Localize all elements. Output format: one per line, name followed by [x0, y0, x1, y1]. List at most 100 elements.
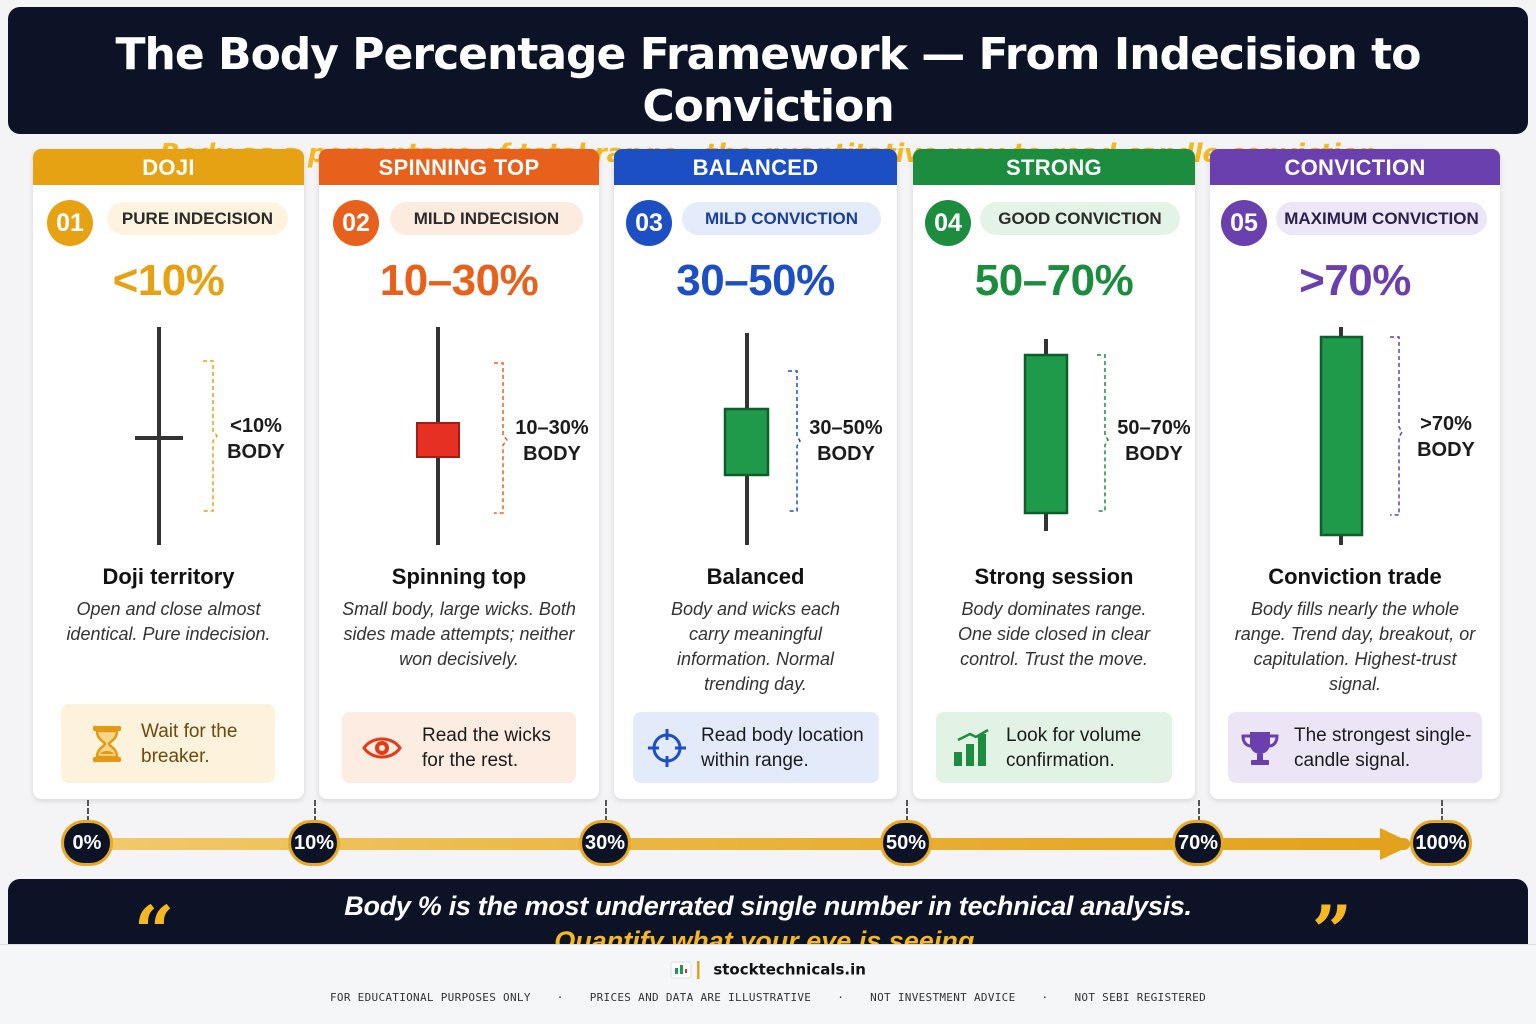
scale-tick — [605, 800, 607, 822]
step-number-badge: 03 — [626, 200, 672, 246]
body-annotation-value: 50–70% — [1117, 417, 1191, 439]
body-percent-range: >70% — [1299, 256, 1411, 305]
scale-marker-30: 30% — [579, 820, 631, 866]
tip-text: The strongest single-candle signal. — [1294, 724, 1472, 771]
crosshair-icon — [648, 728, 686, 767]
body-annotation: 30–50% BODY — [806, 415, 886, 467]
card-band-label: BALANCED — [614, 149, 897, 185]
balanced-candle-graphic — [723, 333, 801, 545]
scale-tick — [1198, 800, 1200, 822]
range-bracket — [788, 370, 801, 512]
card-description: Body and wicks each carry meaningful inf… — [670, 599, 841, 694]
card-band-label: DOJI — [33, 149, 304, 185]
body-annotation: 50–70% BODY — [1113, 415, 1195, 467]
footer-brand: stocktechnicals.in — [0, 959, 1536, 981]
tip-text: Read the wicks for the rest. — [422, 724, 551, 771]
body-annotation-word: BODY — [523, 443, 581, 465]
step-number-badge: 01 — [47, 200, 93, 246]
tip-text: Look for volume confirmation. — [1006, 724, 1142, 771]
body-percent-range: 10–30% — [379, 256, 539, 305]
body-annotation-value: 30–50% — [809, 417, 883, 439]
step-number-badge: 05 — [1221, 200, 1267, 246]
category-tag: MAXIMUM CONVICTION — [1276, 202, 1487, 235]
body-annotation-value: 10–30% — [515, 417, 589, 439]
spinning-top-candle-graphic — [416, 327, 508, 545]
tip-box: Look for volume confirmation. — [936, 712, 1172, 783]
body-percent-range: 50–70% — [974, 256, 1134, 305]
step-number-badge: 02 — [333, 200, 379, 246]
disclaimer-item: FOR EDUCATIONAL PURPOSES ONLY — [329, 991, 531, 1004]
card-band-label: CONVICTION — [1210, 149, 1500, 185]
eye-icon — [362, 737, 402, 758]
tip-text: Read body location within range. — [701, 724, 864, 771]
body-annotation-word: BODY — [817, 443, 875, 465]
body-annotation-word: BODY — [1125, 443, 1183, 465]
card-band-label: STRONG — [913, 149, 1195, 185]
body-annotation: 10–30% BODY — [511, 415, 593, 467]
brand-name[interactable]: stocktechnicals.in — [713, 960, 866, 979]
scale-tick — [87, 800, 89, 822]
disclaimer-item: PRICES AND DATA ARE ILLUSTRATIVE — [589, 991, 812, 1004]
step-number-badge: 04 — [925, 200, 971, 246]
footer: stocktechnicals.in FOR EDUCATIONAL PURPO… — [0, 944, 1536, 1024]
card-title: Strong session — [974, 564, 1134, 589]
bar-chart-icon — [954, 728, 989, 766]
scale-tick — [314, 800, 316, 822]
doji-candle-graphic — [135, 327, 218, 545]
disclaimer-item: NOT SEBI REGISTERED — [1074, 991, 1206, 1004]
scale-marker-100: 100% — [1410, 820, 1472, 866]
tip-box: Read body location within range. — [633, 712, 879, 783]
arrow-head-icon — [1380, 828, 1414, 860]
card-doji: DOJI 01 PURE INDECISION <10% <10% BODY D… — [33, 149, 304, 799]
scale-tick — [906, 800, 908, 822]
hourglass-icon — [93, 725, 121, 762]
header-banner: The Body Percentage Framework — From Ind… — [8, 7, 1528, 169]
candle-body — [1319, 335, 1364, 537]
card-description: Body dominates range. One side closed in… — [957, 599, 1151, 669]
body-annotation: <10% BODY — [219, 413, 293, 465]
tip-box: Read the wicks for the rest. — [342, 712, 576, 783]
card-title: Balanced — [706, 564, 805, 589]
card-conviction: CONVICTION 05 MAXIMUM CONVICTION >70% >7… — [1210, 149, 1500, 799]
category-tag: GOOD CONVICTION — [980, 202, 1180, 235]
card-spinning-top: SPINNING TOP 02 MILD INDECISION 10–30% 1… — [319, 149, 599, 799]
card-title: Doji territory — [102, 564, 235, 589]
candle-body — [723, 407, 770, 477]
disclaimer-item: NOT INVESTMENT ADVICE — [870, 991, 1016, 1004]
scale-track — [100, 838, 1410, 850]
scale-marker-10: 10% — [288, 820, 340, 866]
candle-body — [1023, 353, 1069, 515]
body-annotation-word: BODY — [227, 441, 285, 463]
range-bracket — [494, 362, 508, 514]
candle-body — [416, 422, 460, 458]
category-tag: MILD INDECISION — [390, 202, 583, 235]
percentage-scale: 0% 10% 30% 50% 70% 100% — [0, 800, 1536, 875]
body-annotation: >70% BODY — [1409, 411, 1483, 463]
range-bracket — [1390, 336, 1403, 516]
card-strong: STRONG 04 GOOD CONVICTION 50–70% 50–70% … — [913, 149, 1195, 799]
card-balanced: BALANCED 03 MILD CONVICTION 30–50% 30–50… — [614, 149, 897, 799]
range-bracket — [203, 360, 218, 512]
quote-line-1: Body % is the most underrated single num… — [344, 891, 1192, 921]
scale-marker-0: 0% — [61, 820, 113, 866]
card-description: Small body, large wicks. Both sides made… — [342, 599, 576, 669]
card-description: Body fills nearly the whole range. Trend… — [1234, 599, 1476, 694]
strong-candle-graphic — [1023, 339, 1109, 531]
card-title: Conviction trade — [1268, 564, 1442, 589]
body-percent-range: 30–50% — [676, 256, 835, 305]
body-annotation-value: <10% — [230, 415, 282, 437]
category-tag: MILD CONVICTION — [682, 202, 881, 235]
card-description: Open and close almost identical. Pure in… — [66, 599, 271, 644]
range-bracket — [1097, 354, 1109, 512]
scale-tick — [1441, 800, 1443, 822]
tip-box: The strongest single-candle signal. — [1228, 712, 1482, 783]
trophy-icon — [1241, 731, 1279, 765]
conviction-candle-graphic — [1319, 327, 1403, 545]
card-band-label: SPINNING TOP — [319, 149, 599, 185]
body-annotation-value: >70% — [1420, 413, 1472, 435]
category-tag: PURE INDECISION — [107, 202, 288, 235]
tip-box: Wait for the breaker. — [61, 704, 275, 783]
footer-disclaimers: FOR EDUCATIONAL PURPOSES ONLY · PRICES AND… — [329, 991, 1206, 1004]
body-percent-range: <10% — [112, 256, 225, 305]
body-annotation-word: BODY — [1417, 439, 1475, 461]
